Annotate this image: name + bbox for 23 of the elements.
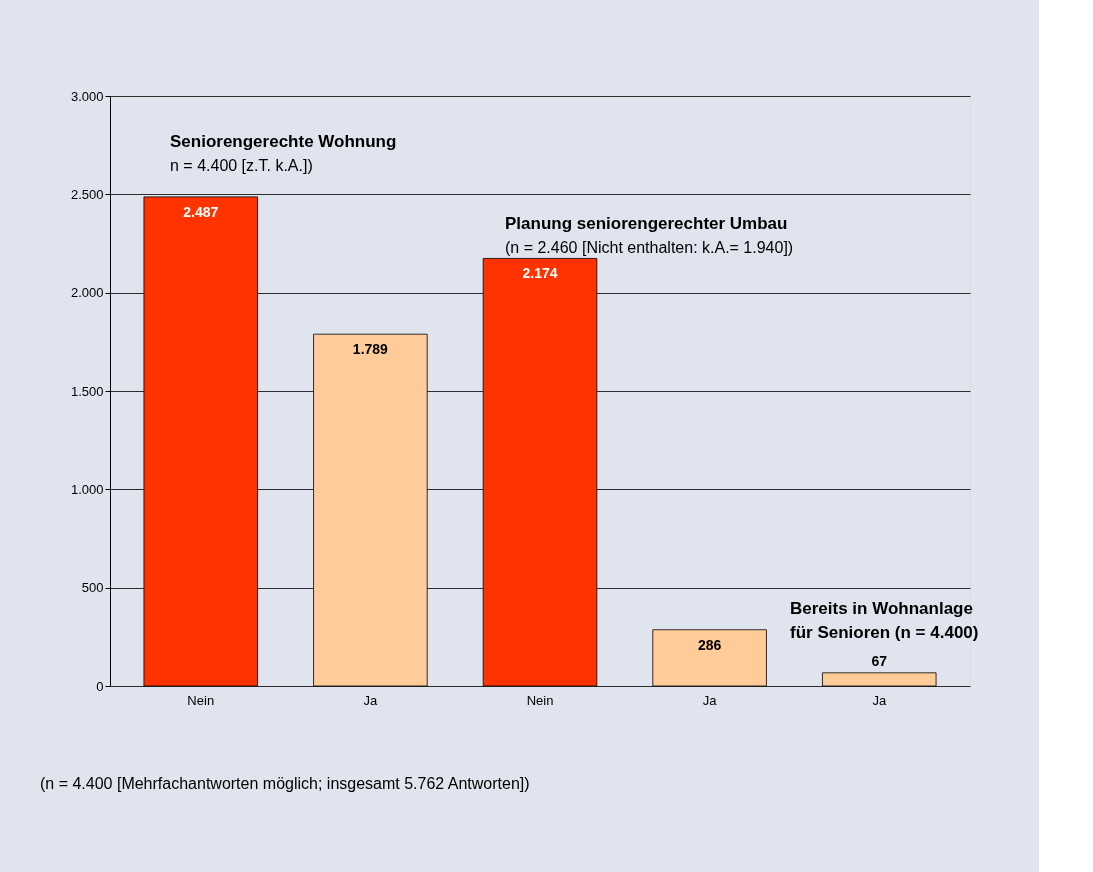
x-tick-label: Ja — [363, 692, 379, 708]
y-tick-label: 1.000 — [70, 481, 104, 497]
y-tick-label: 1.500 — [70, 383, 104, 399]
text: (n = 4.400 [Mehrfachantworten möglich; insgesamt 5.762 Antworten]) — [40, 775, 530, 792]
y-tick-label: 2.500 — [70, 186, 104, 202]
y-tick-label: 3.000 — [70, 88, 104, 104]
annotation: Planung seniorengerechter Umbau — [505, 214, 788, 233]
data-label: 67 — [871, 652, 888, 669]
annotation: Bereits in Wohnanlage für Senioren (n = 4.400) — [790, 599, 979, 642]
annotation: Seniorengerechte Wohnung — [170, 132, 397, 151]
annotation: (n = 2.460 [Nicht enthalten: k.A.= 1.940]) — [505, 239, 794, 256]
y-tick-label: 2.000 — [70, 285, 104, 301]
x-tick-label: Ja — [702, 692, 718, 708]
data-label: 286 — [697, 636, 722, 653]
x-tick-label: Ja — [872, 692, 887, 708]
x-tick-label: Nein — [526, 692, 554, 708]
y-tick-label: 0 — [96, 678, 104, 694]
data-label: 2.487 — [183, 203, 219, 220]
y-tick-label: 500 — [81, 580, 104, 596]
x-tick-label: Nein — [187, 692, 215, 708]
annotation: n = 4.400 [z.T. k.A.]) — [170, 157, 313, 174]
data-label: 2.174 — [522, 265, 558, 282]
data-label: 1.789 — [352, 341, 389, 358]
